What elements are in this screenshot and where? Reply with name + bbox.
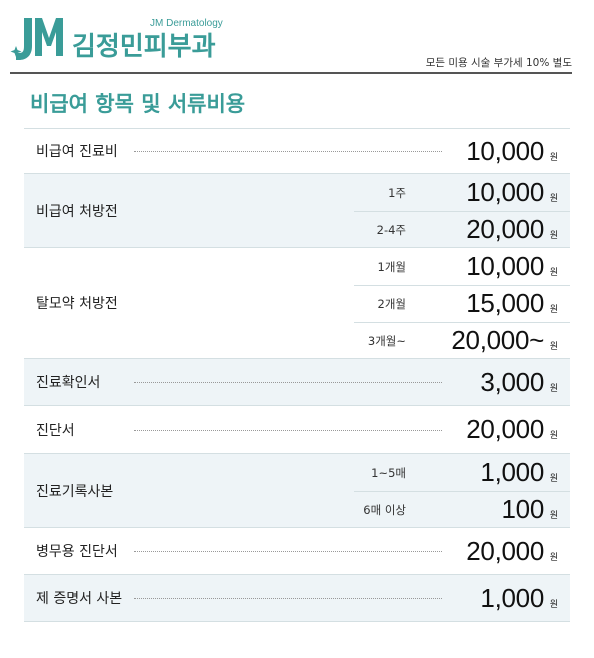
row-label: 제 증명서 사본 [36,591,123,607]
price-value: 10,000 [466,177,544,207]
currency-unit: 원 [549,152,558,163]
price-value: 20,000 [466,214,544,244]
price-table: 비급여 진료비 10,000 원 비급여 처방전 1주 10,000 원 2-4… [24,128,570,622]
currency-unit: 원 [549,268,558,278]
price-value: 1,000 [480,582,544,613]
header-divider [10,72,572,74]
sub-label: 6매 이상 [363,502,406,517]
price-value: 10,000 [466,251,544,281]
price-value: 20,000~ [451,325,544,355]
row-label: 비급여 처방전 [36,203,118,220]
row-label: 진료확인서 [36,375,101,391]
page-title: 비급여 항목 및 서류비용 [30,92,246,116]
price-row: 진단서 20,000 원 [24,406,570,454]
currency-unit: 원 [549,431,558,441]
currency-unit: 원 [549,599,558,610]
price-row: 진료확인서 3,000 원 [24,359,570,406]
currency-unit: 원 [549,342,558,352]
price-row: 제 증명서 사본 1,000 원 [24,575,570,622]
row-label: 탈모약 처방전 [36,296,118,312]
sub-label: 3개월~ [367,333,406,348]
price-value: 15,000 [466,288,544,318]
logo-subtitle: JM Dermatology [150,18,223,29]
dotted-leader [134,551,442,552]
subrow-divider [354,211,570,212]
dotted-leader [134,429,442,431]
price-row: 비급여 진료비 10,000 원 [24,128,570,174]
currency-unit: 원 [549,383,558,394]
sub-label: 2-4주 [376,222,406,237]
row-label: 진단서 [36,422,75,439]
currency-unit: 원 [549,511,558,521]
subrow-divider [354,322,570,323]
price-row: 진료기록사본 1~5매 1,000 원 6매 이상 100 원 [24,454,570,528]
currency-unit: 원 [549,552,558,563]
row-label: 진료기록사본 [36,483,114,500]
price-subrow: 2개월 15,000 원 [24,285,570,322]
sub-label: 2개월 [377,296,406,311]
price-subrow: 1~5매 1,000 원 [24,454,570,491]
row-label: 병무용 진단서 [36,544,118,560]
clinic-name: 김정민피부과 [72,32,216,62]
dotted-leader [134,382,442,383]
price-subrow: 1개월 10,000 원 [24,248,570,285]
sub-label: 1개월 [377,259,406,274]
logo-mark: JM [10,14,63,60]
subrow-divider [354,285,570,286]
price-subrow: 2-4주 20,000 원 [24,211,570,248]
price-subrow: 6매 이상 100 원 [24,491,570,528]
price-value: 10,000 [466,135,544,166]
dotted-leader [134,151,442,152]
currency-unit: 원 [549,194,558,204]
price-row: 비급여 처방전 1주 10,000 원 2-4주 20,000 원 [24,174,570,248]
currency-unit: 원 [549,305,558,315]
vat-note: 모든 미용 시술 부가세 10% 별도 [425,57,572,69]
price-value: 20,000 [466,535,544,566]
dotted-leader [134,598,442,599]
price-subrow: 1주 10,000 원 [24,174,570,211]
header: JM JM Dermatology 김정민피부과 모든 미용 시술 부가세 10… [0,0,594,75]
currency-unit: 원 [549,231,558,241]
price-value: 100 [501,494,545,524]
sub-label: 1~5매 [371,465,406,480]
price-row: 탈모약 처방전 1개월 10,000 원 2개월 15,000 원 3개월~ 2… [24,248,570,359]
currency-unit: 원 [549,474,558,484]
sub-label: 1주 [388,185,406,200]
price-value: 20,000 [466,414,544,444]
price-row: 병무용 진단서 20,000 원 [24,528,570,575]
row-label: 비급여 진료비 [36,144,118,160]
logo-mark-text: JM [10,14,11,15]
price-value: 3,000 [480,366,544,397]
subrow-divider [354,491,570,492]
price-subrow: 3개월~ 20,000~ 원 [24,322,570,359]
price-value: 1,000 [480,457,544,487]
